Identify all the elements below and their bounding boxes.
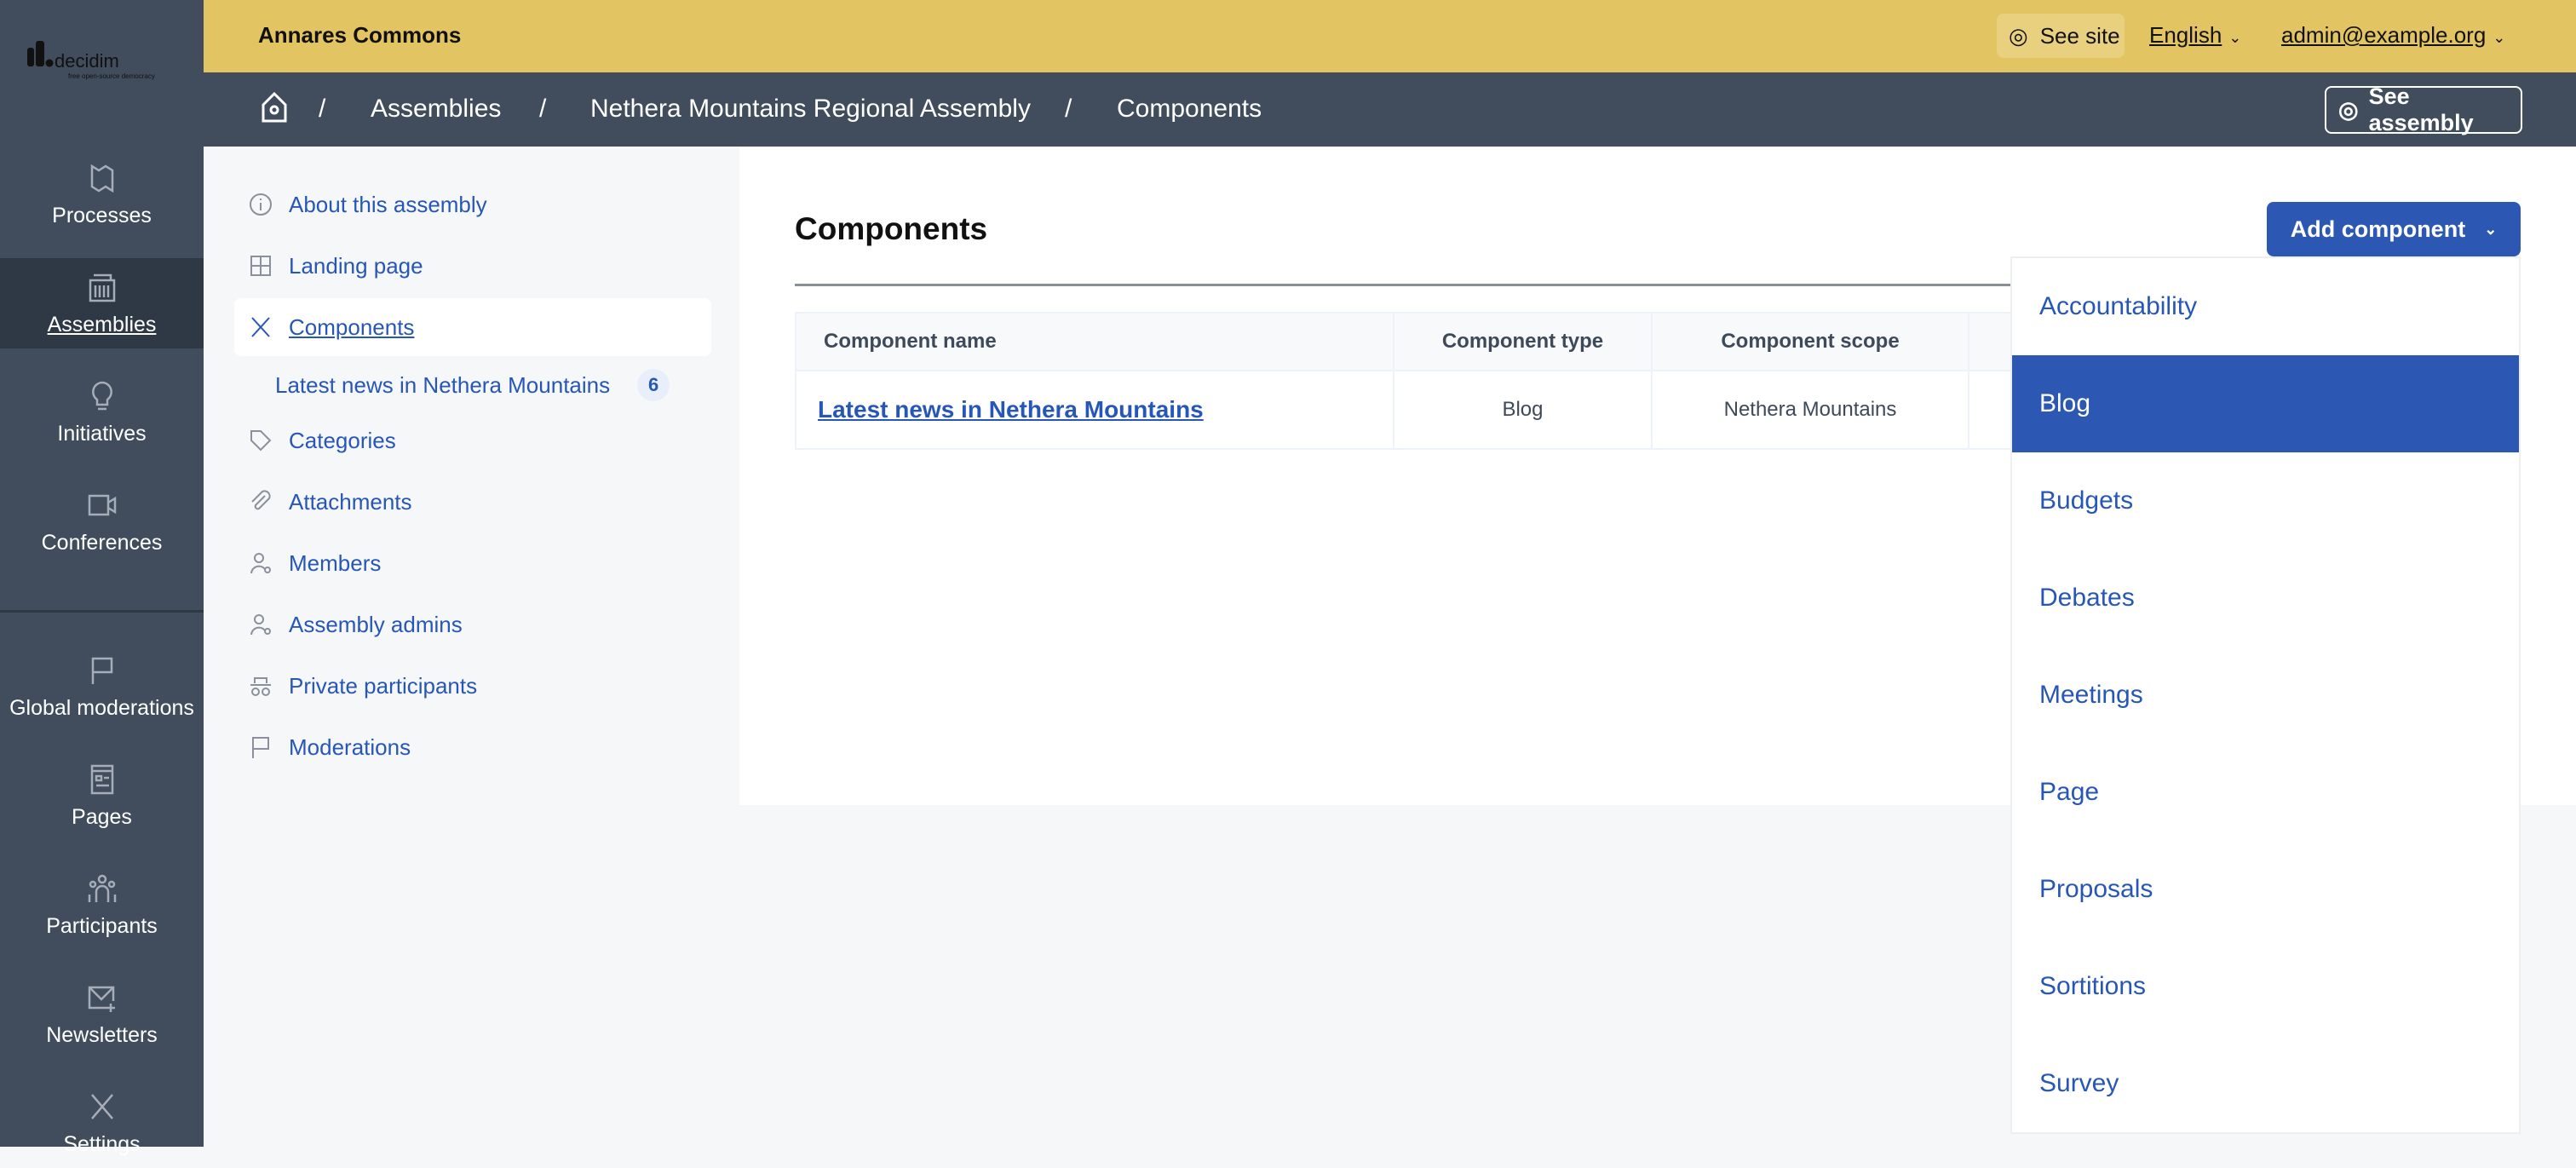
breadcrumb-assembly[interactable]: Nethera Mountains Regional Assembly [590, 95, 1031, 123]
eye-icon: ◎ [2338, 96, 2359, 123]
see-site-button[interactable]: ◎ See site [1997, 14, 2125, 58]
dropdown-option-page[interactable]: Page [2039, 778, 2100, 806]
component-type-cell: Blog [1393, 370, 1653, 450]
sidebar-item-processes[interactable]: Processes [0, 149, 204, 239]
breadcrumb-separator: / [539, 95, 547, 123]
user-menu[interactable]: admin@example.org ⌄ [2281, 22, 2506, 48]
dropdown-option-budgets[interactable]: Budgets [2039, 486, 2134, 515]
chevron-down-icon: ⌄ [2493, 29, 2506, 46]
svg-text:decidim: decidim [55, 50, 119, 72]
tools-icon [251, 317, 270, 337]
sidebar-item-initiatives[interactable]: Initiatives [0, 367, 204, 457]
subnav-component-latest-news[interactable]: Latest news in Nethera Mountains 6 [262, 356, 711, 414]
subnav-attachments[interactable]: Attachments [234, 473, 711, 531]
dropdown-option-debates[interactable]: Debates [2039, 584, 2135, 612]
subnav-categories[interactable]: Categories [234, 411, 711, 469]
breadcrumb-assemblies[interactable]: Assemblies [371, 95, 502, 123]
table-row: Latest news in Nethera Mountains Blog Ne… [795, 370, 2038, 450]
dropdown-option-proposals[interactable]: Proposals [2039, 875, 2153, 903]
add-component-button[interactable]: Add component ⌄ [2267, 202, 2521, 256]
building-icon [89, 273, 115, 302]
breadcrumb: / Assemblies / Nethera Mountains Regiona… [204, 72, 2576, 147]
column-header-type: Component type [1393, 312, 1653, 371]
flag-icon [91, 657, 112, 684]
count-badge: 6 [637, 369, 670, 401]
sidebar-item-conferences[interactable]: Conferences [0, 476, 204, 567]
dropdown-option-blog[interactable]: Blog [2012, 355, 2519, 452]
info-icon [250, 193, 272, 216]
organization-name[interactable]: Annares Commons [258, 22, 462, 48]
main-sidebar: decidim free open-source democracy Proce… [0, 0, 204, 1156]
user-icon [250, 553, 271, 574]
spy-icon [250, 677, 271, 696]
column-header-name: Component name [795, 312, 1394, 371]
lightbulb-icon [91, 381, 112, 410]
page-title: Components [795, 211, 988, 246]
component-name-link[interactable]: Latest news in Nethera Mountains [818, 396, 1204, 423]
dropdown-option-accountability[interactable]: Accountability [2039, 292, 2198, 320]
dropdown-option-survey[interactable]: Survey [2039, 1069, 2119, 1097]
sidebar-item-settings[interactable]: Settings [0, 1078, 204, 1168]
subnav-landing-page[interactable]: Landing page [234, 237, 711, 295]
mail-add-icon [88, 986, 115, 1012]
flag-icon [252, 737, 269, 758]
paperclip-icon [251, 490, 271, 510]
chevron-down-icon: ⌄ [2228, 29, 2242, 46]
decidim-logo[interactable]: decidim free open-source democracy [26, 41, 179, 94]
tag-icon [250, 430, 272, 452]
chevron-down-icon: ⌄ [2484, 220, 2498, 238]
breadcrumb-components: Components [1117, 95, 1262, 123]
component-scope-cell: Nethera Mountains [1651, 370, 1969, 450]
subnav-private-participants[interactable]: Private participants [234, 657, 711, 715]
column-header-scope: Component scope [1651, 312, 1969, 371]
dropdown-option-meetings[interactable]: Meetings [2039, 681, 2143, 709]
sidebar-item-pages[interactable]: Pages [0, 751, 204, 841]
top-bar: Annares Commons ◎ See site English ⌄ admin… [204, 0, 2576, 72]
components-table: Component name Component type Component … [795, 312, 2038, 450]
sidebar-item-assemblies[interactable]: Assemblies [0, 258, 204, 348]
video-icon [88, 494, 116, 515]
sidebar-item-participants[interactable]: Participants [0, 860, 204, 950]
map-icon [90, 164, 113, 193]
dropdown-option-sortitions[interactable]: Sortitions [2039, 972, 2147, 1000]
table-header-row: Component name Component type Component … [795, 312, 2038, 371]
subnav-members[interactable]: Members [234, 534, 711, 592]
assembly-secondary-nav: About this assembly Landing page Compone… [204, 147, 739, 1147]
breadcrumb-separator: / [319, 95, 326, 123]
tools-icon [90, 1093, 113, 1119]
people-icon [88, 874, 116, 902]
add-component-dropdown: Accountability Blog Budgets Debates Meet… [2010, 256, 2521, 1134]
subnav-assembly-admins[interactable]: Assembly admins [234, 596, 711, 653]
sidebar-item-global-moderations[interactable]: Global moderations [0, 642, 204, 732]
subnav-components[interactable]: Components [234, 298, 711, 356]
page-icon [90, 764, 113, 794]
home-icon[interactable] [260, 91, 289, 124]
subnav-about[interactable]: About this assembly [234, 175, 711, 233]
sidebar-divider [0, 610, 204, 613]
user-gear-icon [250, 614, 271, 636]
eye-icon: ◎ [2009, 22, 2028, 49]
breadcrumb-separator: / [1065, 95, 1072, 123]
layout-icon [250, 256, 271, 276]
language-selector[interactable]: English ⌄ [2149, 22, 2242, 48]
subnav-moderations[interactable]: Moderations [234, 718, 711, 776]
svg-text:free open-source democracy: free open-source democracy [68, 72, 155, 80]
see-assembly-button[interactable]: ◎ See assembly [2325, 83, 2522, 135]
sidebar-item-newsletters[interactable]: Newsletters [0, 969, 204, 1059]
title-divider [795, 284, 2013, 286]
